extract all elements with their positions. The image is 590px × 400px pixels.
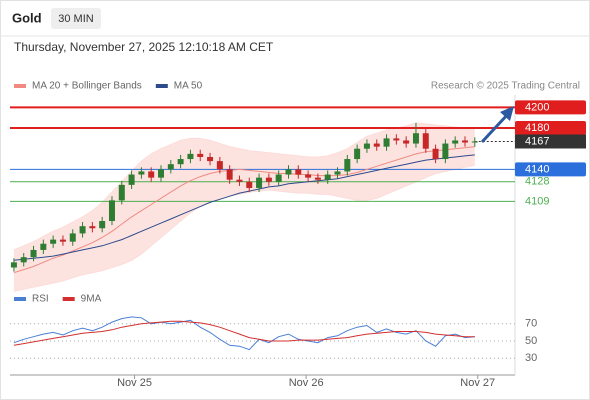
legend-swatch <box>62 297 75 301</box>
candle-body <box>89 226 96 229</box>
candle-body <box>354 148 361 160</box>
candle-body <box>383 138 390 147</box>
level-box <box>515 100 586 115</box>
candle-body <box>363 143 370 149</box>
level-box <box>515 121 586 136</box>
candle-body <box>461 140 468 143</box>
level-label: 4167 <box>525 135 549 147</box>
legend-label: RSI <box>32 294 49 305</box>
y-tick-label: 70 <box>525 318 537 330</box>
level-label: 4200 <box>525 101 549 113</box>
candle-body <box>197 153 204 157</box>
x-tick-label: Nov 26 <box>289 377 324 389</box>
source: Research © 2025 Trading Central <box>431 81 580 92</box>
legend-swatch <box>14 297 26 301</box>
level-box <box>515 162 586 177</box>
candle-body <box>471 141 478 143</box>
candle-body <box>118 184 125 201</box>
candle-body <box>314 177 321 180</box>
x-tick-label: Nov 27 <box>460 377 495 389</box>
level-label: 4180 <box>525 122 549 134</box>
candle-body <box>422 133 429 149</box>
candle-body <box>30 249 37 258</box>
level-label: 4140 <box>525 163 549 175</box>
indicator-line <box>13 320 475 346</box>
bollinger-lower <box>13 164 475 292</box>
moving-average <box>13 154 475 261</box>
interval-label[interactable]: 30 MIN <box>58 13 94 25</box>
indicator-line <box>13 316 475 351</box>
candle-body <box>99 221 106 229</box>
candle-body <box>158 169 165 178</box>
candle-body <box>403 140 410 144</box>
candle-body <box>177 159 184 165</box>
legend-swatch <box>14 84 26 88</box>
candle-body <box>187 153 194 160</box>
legend-swatch <box>155 84 168 88</box>
candle-body <box>167 164 174 170</box>
candle-body <box>305 174 312 178</box>
candle-body <box>207 156 214 162</box>
y-tick-label: 50 <box>525 335 537 347</box>
candle-body <box>412 133 419 144</box>
forecast-arrow <box>480 112 510 144</box>
candle-body <box>10 262 17 268</box>
candle-body <box>275 174 282 182</box>
candle-body <box>40 243 47 250</box>
candle-body <box>59 239 66 242</box>
bollinger-band <box>13 122 475 292</box>
candle-body <box>108 200 115 222</box>
candle-body <box>334 171 341 175</box>
candle-body <box>344 159 351 172</box>
candle-body <box>216 161 223 170</box>
candle-body <box>432 148 439 160</box>
moving-average <box>13 146 475 274</box>
x-tick-label: Nov 25 <box>117 377 152 389</box>
legend-label: MA 20 + Bollinger Bands <box>32 81 142 92</box>
candle-body <box>79 226 86 234</box>
candle-body <box>236 179 243 182</box>
interval-button[interactable] <box>51 8 101 29</box>
candle-body <box>246 181 253 188</box>
y-tick-label: 30 <box>525 352 537 364</box>
timestamp: Thursday, November 27, 2025 12:10:18 AM … <box>14 40 274 54</box>
candle-body <box>442 143 449 160</box>
candle-body <box>20 257 27 263</box>
legend-label: MA 50 <box>174 81 203 92</box>
candle-body <box>452 140 459 144</box>
candle-body <box>393 138 400 141</box>
candle-body <box>138 171 145 175</box>
level-box <box>515 134 586 149</box>
level-label: 4128 <box>525 176 549 188</box>
forecast-arrowhead <box>500 106 514 121</box>
candle-body <box>285 169 292 175</box>
candle-body <box>148 171 155 178</box>
level-label: 4109 <box>525 195 549 207</box>
candle-body <box>50 239 57 244</box>
candle-body <box>256 177 263 188</box>
legend-label: 9MA <box>81 294 102 305</box>
candle-body <box>265 177 272 182</box>
candle-body <box>295 169 302 175</box>
candle-body <box>324 174 331 180</box>
symbol: Gold <box>12 10 42 25</box>
candle-body <box>128 174 135 185</box>
candle-body <box>373 143 380 147</box>
candle-body <box>69 233 76 242</box>
candle-body <box>226 169 233 180</box>
